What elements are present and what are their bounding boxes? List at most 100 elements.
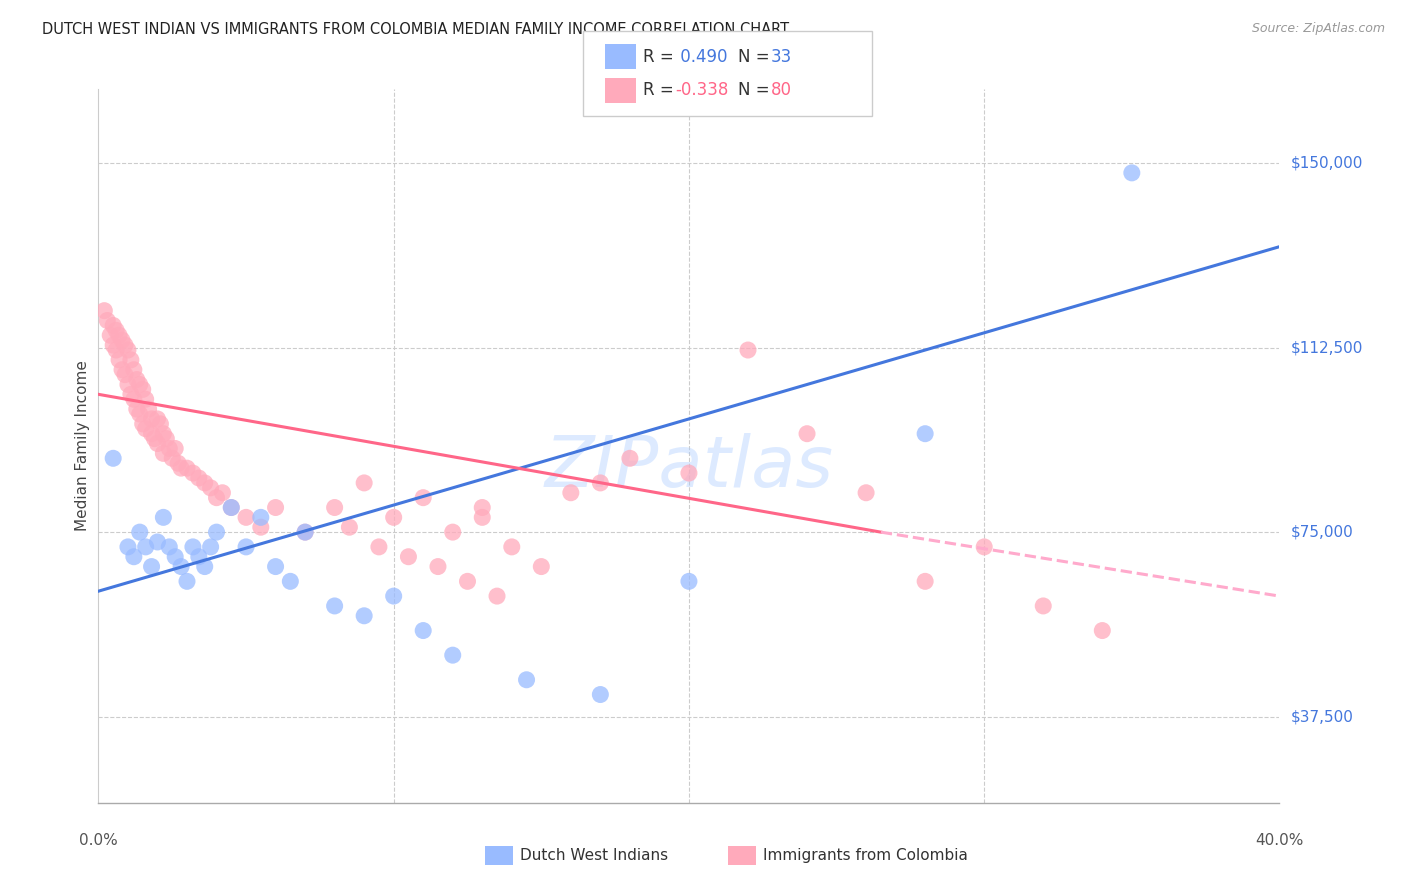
Point: [120, 352, 142, 367]
Point: [152, 446, 174, 460]
Point: [105, 343, 128, 357]
Point: [187, 549, 209, 564]
Text: $112,500: $112,500: [1291, 340, 1362, 355]
Point: [589, 688, 612, 702]
Point: [678, 466, 700, 480]
Text: $37,500: $37,500: [1291, 709, 1354, 724]
Point: [219, 500, 242, 515]
Point: [141, 412, 163, 426]
Point: [200, 540, 222, 554]
Point: [323, 500, 346, 515]
Point: [250, 510, 273, 524]
Point: [471, 510, 494, 524]
Point: [117, 343, 139, 357]
Point: [132, 383, 155, 397]
Point: [103, 451, 125, 466]
Point: [114, 368, 136, 382]
Point: [181, 466, 204, 480]
Point: [146, 412, 169, 426]
Text: 33: 33: [770, 48, 792, 66]
Point: [96, 313, 118, 327]
Point: [167, 456, 190, 470]
Point: [157, 442, 180, 456]
Point: [98, 328, 121, 343]
Point: [530, 559, 553, 574]
Point: [278, 574, 302, 589]
Point: [678, 574, 700, 589]
Point: [205, 491, 228, 505]
Point: [194, 559, 217, 574]
Point: [162, 451, 183, 466]
Text: Source: ZipAtlas.com: Source: ZipAtlas.com: [1251, 22, 1385, 36]
Point: [294, 525, 316, 540]
Point: [105, 323, 128, 337]
Point: [152, 426, 174, 441]
Point: [149, 417, 172, 431]
Point: [114, 338, 136, 352]
Text: Dutch West Indians: Dutch West Indians: [520, 848, 668, 863]
Point: [135, 422, 157, 436]
Point: [515, 673, 537, 687]
Point: [141, 559, 163, 574]
Point: [294, 525, 316, 540]
Text: $75,000: $75,000: [1291, 524, 1354, 540]
Point: [235, 540, 257, 554]
Text: N =: N =: [738, 81, 775, 99]
Point: [1091, 624, 1114, 638]
Point: [155, 432, 177, 446]
Point: [165, 442, 187, 456]
Text: Immigrants from Colombia: Immigrants from Colombia: [763, 848, 969, 863]
Point: [412, 624, 434, 638]
Point: [737, 343, 759, 357]
Point: [219, 500, 242, 515]
Point: [973, 540, 995, 554]
Point: [337, 520, 360, 534]
Point: [152, 510, 174, 524]
Point: [235, 510, 257, 524]
Text: -0.338: -0.338: [675, 81, 728, 99]
Point: [589, 475, 612, 490]
Point: [264, 559, 287, 574]
Point: [412, 491, 434, 505]
Point: [1032, 599, 1054, 613]
Point: [93, 303, 115, 318]
Point: [181, 540, 204, 554]
Point: [200, 481, 222, 495]
Point: [117, 540, 139, 554]
Point: [146, 535, 169, 549]
Point: [170, 559, 193, 574]
Point: [456, 574, 478, 589]
Point: [117, 377, 139, 392]
Point: [619, 451, 641, 466]
Point: [368, 540, 391, 554]
Point: [194, 475, 217, 490]
Point: [441, 648, 464, 662]
Point: [250, 520, 273, 534]
Text: 80: 80: [770, 81, 792, 99]
Point: [382, 510, 405, 524]
Point: [103, 318, 125, 333]
Point: [122, 392, 145, 407]
Point: [914, 574, 936, 589]
Point: [108, 328, 131, 343]
Y-axis label: Median Family Income: Median Family Income: [75, 360, 90, 532]
Point: [427, 559, 450, 574]
Point: [176, 574, 198, 589]
Point: [125, 402, 148, 417]
Point: [141, 426, 163, 441]
Point: [382, 589, 405, 603]
Text: N =: N =: [738, 48, 775, 66]
Point: [165, 549, 187, 564]
Point: [914, 426, 936, 441]
Point: [560, 485, 582, 500]
Text: R =: R =: [643, 81, 679, 99]
Point: [103, 338, 125, 352]
Point: [187, 471, 209, 485]
Point: [353, 608, 375, 623]
Text: DUTCH WEST INDIAN VS IMMIGRANTS FROM COLOMBIA MEDIAN FAMILY INCOME CORRELATION C: DUTCH WEST INDIAN VS IMMIGRANTS FROM COL…: [42, 22, 789, 37]
Point: [486, 589, 509, 603]
Point: [132, 417, 155, 431]
Point: [157, 540, 180, 554]
Point: [135, 540, 157, 554]
Point: [471, 500, 494, 515]
